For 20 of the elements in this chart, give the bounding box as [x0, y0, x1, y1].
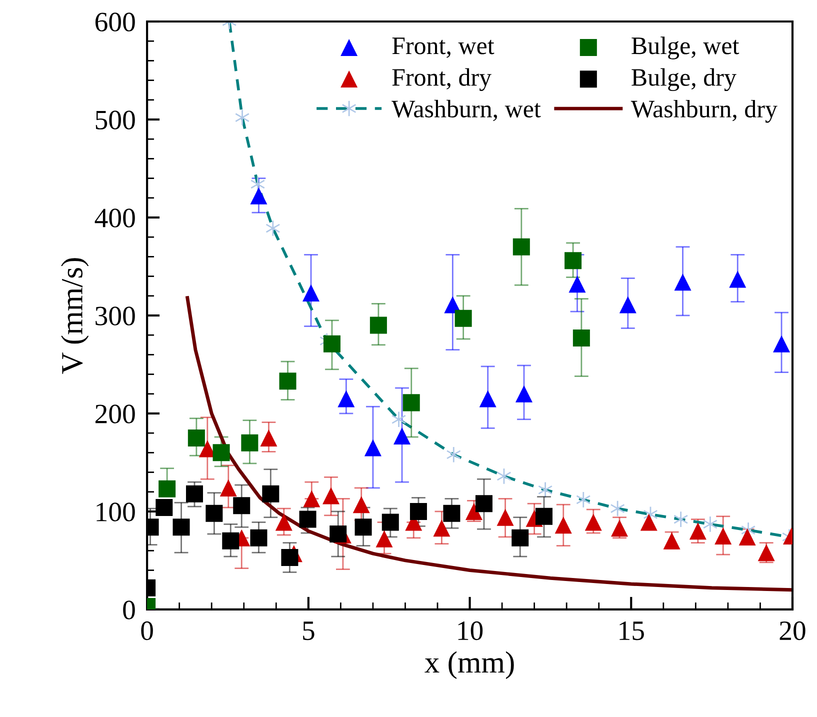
x-axis-title: x (mm) — [424, 651, 514, 680]
x-tick-label: 5 — [303, 622, 314, 640]
legend-label: Front, wet — [392, 38, 494, 58]
legend-label: Washburn, wet — [392, 100, 541, 122]
y-axis-title: V (mm/s) — [61, 258, 89, 374]
legend-label: Front, dry — [392, 68, 492, 91]
x-tick-label: 10 — [458, 621, 483, 640]
x-tick-label: 15 — [620, 622, 644, 640]
legend-label: Washburn, dry — [630, 100, 778, 123]
y-tick-label: 500 — [96, 110, 135, 130]
x-tick-label: 20 — [780, 621, 806, 640]
y-tick-label: 300 — [96, 306, 135, 326]
y-tick-label: 200 — [96, 404, 135, 424]
legend-label: Bulge, wet — [632, 36, 740, 60]
y-tick-label: 0 — [123, 600, 135, 620]
x-tick-label: 0 — [141, 621, 153, 640]
y-tick-label: 100 — [96, 502, 135, 522]
legend-label: Bulge, dry — [632, 68, 736, 92]
y-tick-label: 600 — [95, 12, 135, 32]
y-tick-label: 400 — [94, 208, 135, 228]
